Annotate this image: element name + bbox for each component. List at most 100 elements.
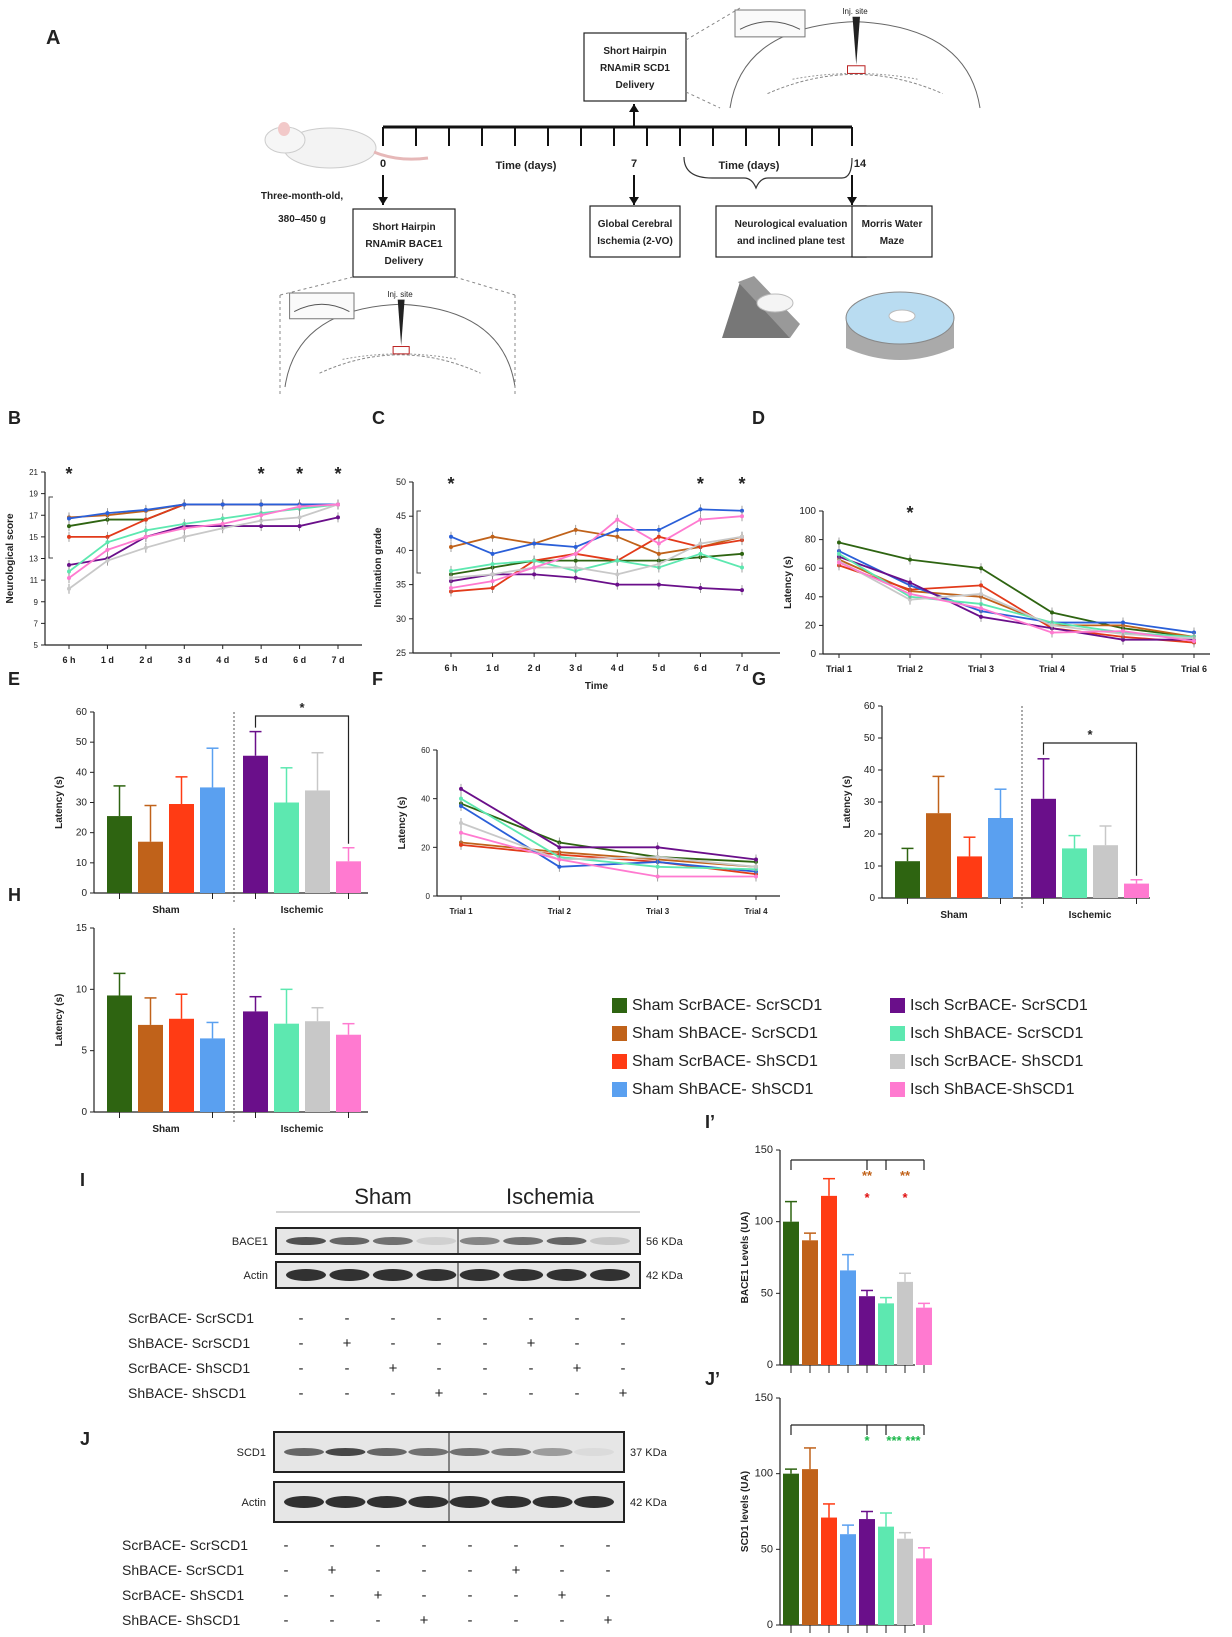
chart-c-x-tick-label: 6 d <box>694 663 707 673</box>
chart-e-y-tick-label: 0 <box>81 888 87 899</box>
chart-b-data-point <box>67 569 71 574</box>
blot-j-band <box>408 1496 449 1508</box>
chart-c-data-point <box>740 508 744 513</box>
blot-i-condition-sign: - <box>437 1335 442 1352</box>
chart-d-data-point <box>837 560 841 565</box>
blot-j-condition-label: ShBACE- ScrSCD1 <box>122 1562 244 1578</box>
chart-f-series-line <box>460 802 757 863</box>
blot-i-band <box>459 1269 500 1281</box>
chart-c-data-point <box>698 586 703 591</box>
chart-c-data-point <box>656 551 661 556</box>
chart-b-x-tick-label: 5 d <box>255 655 268 665</box>
panel-label-d: D <box>752 408 765 428</box>
chart-jp-y-axis-label: SCD1 levels (UA) <box>740 1471 751 1552</box>
box-global-ischemia-text: Global Cerebral <box>598 219 673 230</box>
chart-c-data-point <box>449 586 453 591</box>
chart-c-data-point <box>740 514 744 519</box>
chart-g-y-tick-label: 60 <box>864 701 876 712</box>
chart-c-series-line <box>450 535 743 579</box>
blot-i-condition-sign: - <box>437 1360 442 1377</box>
blot-j-panel-label: J <box>80 1429 90 1449</box>
blot-j-band <box>574 1448 614 1456</box>
chart-c-data-point <box>532 572 537 577</box>
chart-f-data-point <box>459 842 463 847</box>
blot-j-band <box>325 1496 366 1508</box>
chart-jp-significance-mark: *** <box>905 1433 921 1448</box>
blot-j-band <box>366 1496 407 1508</box>
chart-d-data-point <box>1121 629 1125 634</box>
chart-b-data-point <box>297 504 302 509</box>
chart-jp-bar <box>897 1538 913 1625</box>
chart-b-y-tick-label: 17 <box>29 511 38 520</box>
chart-c-series-line <box>450 535 743 593</box>
chart-d-x-tick-label: Trial 3 <box>968 664 994 674</box>
chart-d-y-tick-label: 60 <box>805 563 817 574</box>
box-morris-water-maze-text: Maze <box>880 236 905 247</box>
blot-i-band <box>286 1269 326 1281</box>
chart-c-data-point <box>656 562 661 567</box>
chart-ip-bar <box>802 1240 818 1365</box>
chart-b-data-point <box>105 558 110 563</box>
chart-jp-y-tick-label: 150 <box>755 1392 773 1404</box>
blot-j-condition-label: ScrBACE- ShSCD1 <box>122 1587 244 1603</box>
blot-j-condition-sign: - <box>376 1612 381 1629</box>
chart-f-data-point <box>557 845 562 850</box>
blot-j-condition-sign: - <box>560 1612 565 1629</box>
panel-label-e: E <box>8 669 20 689</box>
brain-diagram-scd1-sagittal-inset <box>734 9 806 38</box>
brain-diagram-scd1-inj-label: Inj. site <box>842 7 868 16</box>
chart-d-series-line <box>838 564 1195 644</box>
blot-i-condition-sign: - <box>483 1335 488 1352</box>
chart-c-x-tick-label: 2 d <box>528 663 541 673</box>
chart-f-x-tick-label: Trial 1 <box>449 907 473 916</box>
blot-j-condition-sign: + <box>512 1562 521 1579</box>
chart-b-y-tick-label: 5 <box>34 641 39 650</box>
blot-i-condition-sign: - <box>529 1385 534 1402</box>
chart-f-x-tick-label: Trial 4 <box>744 907 768 916</box>
chart-g-group-label: Sham <box>940 910 967 921</box>
blot-i-condition-sign: - <box>621 1310 626 1327</box>
chart-h-bar <box>305 1021 330 1112</box>
blot-j-band <box>574 1496 614 1508</box>
blot-i-condition-label: ShBACE- ShSCD1 <box>128 1385 246 1401</box>
chart-e-bar <box>138 841 163 893</box>
brain-diagram-scd1-target-box <box>847 65 866 74</box>
chart-f-data-point <box>459 821 463 825</box>
box-bace1-delivery-frame <box>352 208 456 278</box>
blot-i-sham-header: Sham <box>354 1184 411 1209</box>
chart-e-y-tick-label: 20 <box>76 828 88 839</box>
chart-d-data-point <box>908 591 912 596</box>
chart-d-data-point <box>908 557 912 562</box>
chart-b-data-point <box>67 575 71 580</box>
blot-j-condition-sign: + <box>604 1612 613 1629</box>
chart-d-data-point <box>908 597 912 602</box>
chart-ip-bar <box>878 1303 894 1365</box>
chart-ip-y-tick-label: 0 <box>767 1359 773 1371</box>
chart-g-y-tick-label: 50 <box>864 733 876 744</box>
blot-j-condition-sign: - <box>330 1537 335 1554</box>
blot-j-condition-sign: - <box>284 1562 289 1579</box>
chart-b-data-point <box>220 502 225 507</box>
chart-ip-significance-mark: * <box>864 1190 870 1205</box>
chart-f-data-point <box>557 864 562 869</box>
chart-e-bar <box>274 802 299 893</box>
chart-c-data-point <box>740 551 744 556</box>
chart-ip-y-tick-label: 150 <box>755 1144 773 1156</box>
chart-f-series-line <box>460 841 757 868</box>
chart-c-y-tick-label: 35 <box>396 580 406 590</box>
chart-c-data-point <box>573 565 578 570</box>
box-global-ischemia-text: Ischemia (2-VO) <box>597 236 673 247</box>
blot-j-condition-sign: - <box>284 1537 289 1554</box>
chart-b-data-point <box>105 511 110 516</box>
chart-d-data-point <box>837 551 841 556</box>
arrow-to-bace1-head <box>378 197 388 205</box>
blot-i-condition-sign: - <box>529 1360 534 1377</box>
rat-ear <box>278 122 290 136</box>
chart-d-data-point <box>1192 639 1196 644</box>
chart-g-y-tick-label: 30 <box>864 797 876 808</box>
chart-c-data-point <box>698 517 703 522</box>
brain-diagram-scd1-injection-needle <box>852 16 860 65</box>
legend-swatch <box>612 1082 627 1097</box>
timeline-time-label: Time (days) <box>719 160 780 172</box>
brain-diagram-bace1-contour <box>342 353 458 360</box>
